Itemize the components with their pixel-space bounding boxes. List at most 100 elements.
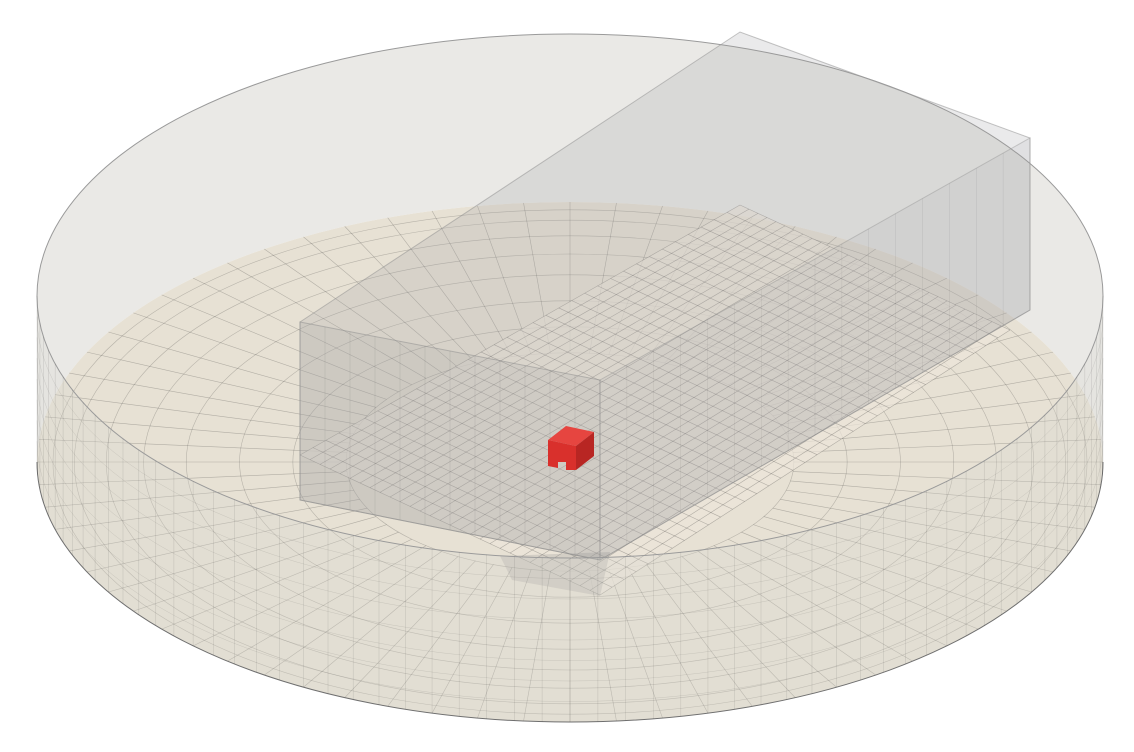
floor-spoke [45, 416, 350, 444]
fine-mesh-line [662, 248, 938, 378]
box-side-face [599, 137, 1031, 561]
floor-spoke [713, 545, 913, 662]
fine-mesh-line [329, 217, 768, 470]
fine-mesh-line [325, 440, 625, 580]
floor-spoke [344, 226, 476, 364]
refinement-box [299, 31, 1031, 596]
cylinder-bottom-rim [36, 461, 1104, 723]
floor-spoke [589, 570, 617, 722]
floor-spoke [133, 524, 387, 612]
fine-mesh-line [379, 238, 813, 493]
fine-mesh-line [390, 403, 685, 541]
floor-spoke [646, 564, 753, 707]
floor-spoke [161, 294, 399, 393]
floor-spoke [741, 531, 979, 630]
fine-mesh-line [364, 417, 661, 557]
fine-mesh-line [597, 285, 878, 417]
wall-mesh-ring [36, 358, 1104, 620]
fine-mesh-line [688, 234, 962, 362]
fine-mesh-line [389, 242, 822, 498]
fine-mesh-line [636, 263, 914, 393]
fine-mesh-line [545, 315, 830, 448]
floor-spoke [681, 556, 837, 688]
floor-spoke [39, 471, 348, 485]
floor-spoke [523, 570, 551, 722]
floor-spoke [477, 569, 532, 719]
fine-mesh-line [610, 278, 890, 409]
fine-mesh-line [675, 241, 950, 370]
fine-mesh-patch [300, 205, 1010, 595]
fine-mesh-line [469, 275, 894, 535]
floor-spoke [161, 531, 399, 630]
fine-mesh-line [349, 225, 786, 479]
fine-mesh-line [649, 256, 926, 385]
floor-spoke [698, 551, 876, 676]
cube-top-face [548, 426, 594, 446]
fine-mesh-line [299, 204, 741, 456]
fine-mesh-line [506, 337, 794, 471]
floor-spoke [55, 394, 354, 435]
box-front-face [299, 321, 601, 561]
floor-ring [105, 235, 1035, 689]
floor-spoke [387, 564, 494, 707]
red-cube-target [548, 426, 594, 470]
floor-spoke [108, 331, 377, 408]
cylinder-back-wall [37, 34, 1103, 462]
floor-spoke [790, 480, 1095, 508]
floor-spoke [772, 507, 1054, 573]
fine-mesh-line [468, 359, 757, 494]
fine-mesh-line [701, 226, 974, 354]
fine-mesh-line [429, 258, 858, 516]
cylinder-front-wall [37, 296, 1103, 722]
fine-mesh-line [419, 254, 849, 512]
fine-mesh-line [739, 204, 1011, 331]
fine-mesh-line [459, 271, 885, 530]
fine-mesh-line [338, 432, 637, 572]
floor-spoke [264, 551, 442, 676]
fine-mesh-line [479, 279, 903, 540]
floor-spoke [431, 567, 513, 714]
floor-spoke [108, 516, 377, 593]
fine-mesh-line [399, 246, 831, 502]
fine-mesh-line [713, 219, 987, 346]
fine-mesh-line [599, 329, 1011, 596]
floor-spoke [780, 499, 1071, 552]
fine-mesh-line [493, 344, 782, 479]
fine-mesh-line [571, 300, 854, 432]
floor-ring [143, 253, 997, 671]
fine-mesh-line [623, 270, 902, 401]
wall-mesh-ring [36, 337, 1104, 600]
cylinder-wall [36, 33, 1104, 723]
floor-spoke [431, 210, 513, 357]
fine-mesh-line [369, 233, 804, 488]
floor-spoke [133, 312, 387, 400]
fine-mesh-line [584, 292, 866, 424]
floor-spoke [792, 439, 1101, 453]
floor-spoke [627, 567, 709, 714]
floor-spoke [608, 569, 663, 719]
refinement-fine-mesh [299, 204, 1011, 596]
wall-mesh-ring [36, 399, 1104, 661]
fine-mesh-line [339, 221, 777, 474]
cylinder-top-rim [36, 33, 1104, 559]
fine-mesh-line [589, 325, 1002, 591]
fine-mesh-line [539, 304, 957, 568]
floor-spoke [303, 236, 459, 368]
fine-mesh-line [409, 250, 840, 507]
floor-ring [74, 219, 1066, 705]
floor-ring [239, 300, 901, 624]
fine-mesh-line [377, 410, 673, 549]
fine-mesh-line [319, 213, 759, 465]
fine-mesh-line [509, 292, 930, 554]
fine-mesh-line [519, 296, 939, 558]
fine-mesh-line [559, 313, 975, 577]
floor-spoke [69, 499, 360, 552]
fine-mesh-line [312, 447, 613, 588]
wall-mesh-ring [36, 378, 1104, 641]
floor-spoke [728, 538, 948, 647]
fine-mesh-line [309, 208, 750, 460]
floor-ring [52, 209, 1088, 715]
fine-mesh-line [726, 212, 999, 339]
floor-spoke [45, 480, 350, 508]
